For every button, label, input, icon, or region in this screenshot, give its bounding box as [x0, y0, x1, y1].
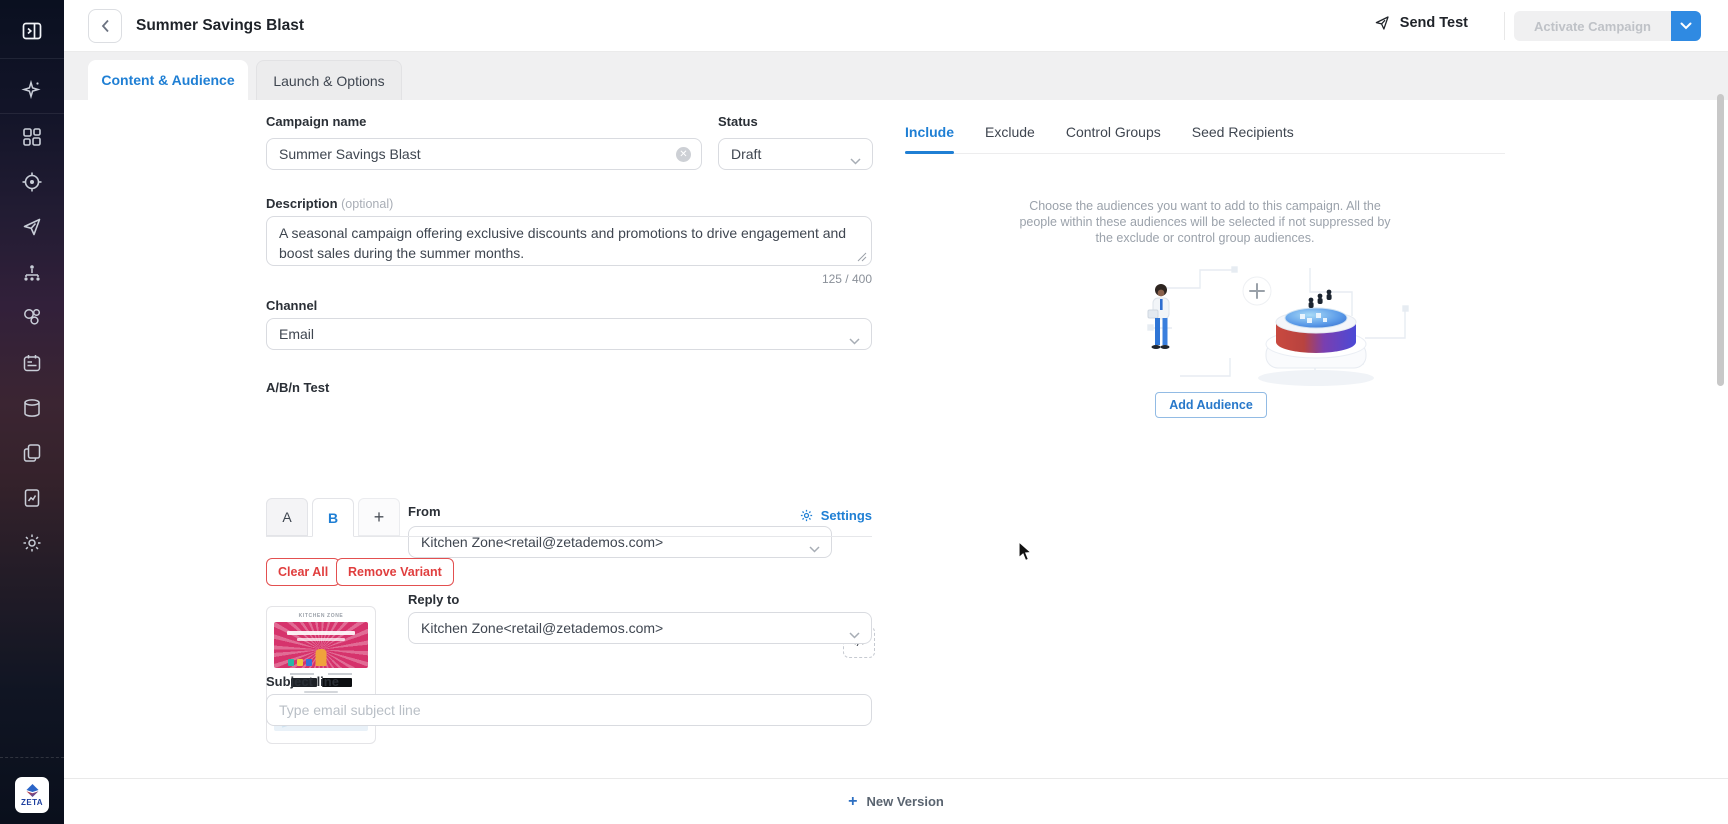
- tab-exclude[interactable]: Exclude: [985, 124, 1035, 140]
- clear-name-icon[interactable]: ✕: [676, 147, 691, 162]
- zeta-logo-text: ZETA: [21, 797, 43, 807]
- target-icon[interactable]: [20, 170, 44, 194]
- thumbnail-brand-text: KITCHEN ZONE: [298, 613, 344, 619]
- add-audience-button[interactable]: Add Audience: [1155, 392, 1267, 418]
- campaign-name-label: Campaign name: [266, 114, 367, 129]
- person-figure: [1147, 284, 1170, 349]
- report-icon[interactable]: [20, 486, 44, 510]
- back-button[interactable]: [88, 9, 122, 43]
- from-label: From: [408, 504, 441, 519]
- add-variant-tab[interactable]: +: [358, 498, 400, 536]
- chevron-down-icon: [850, 152, 861, 168]
- tab-launch-options[interactable]: Launch & Options: [256, 60, 402, 100]
- header-divider: [1504, 12, 1505, 40]
- description-label: Description (optional): [266, 196, 394, 211]
- from-select[interactable]: Kitchen Zone<retail@zetademos.com>: [408, 526, 832, 558]
- main-content: Campaign name ✕ Status Draft Description…: [64, 100, 1728, 778]
- clear-all-button[interactable]: Clear All: [266, 558, 341, 586]
- campaign-name-field-wrap: ✕: [266, 138, 702, 170]
- subject-line-label: Subject line: [266, 674, 339, 689]
- chevron-down-icon: [1680, 22, 1692, 30]
- abn-test-label: A/B/n Test: [266, 380, 330, 395]
- activate-campaign-split-button: Activate Campaign: [1513, 11, 1701, 41]
- hierarchy-icon[interactable]: [20, 261, 44, 285]
- paper-plane-icon: [1375, 16, 1389, 30]
- abn-settings-button[interactable]: Settings: [782, 508, 872, 523]
- page-title: Summer Savings Blast: [136, 17, 304, 34]
- remove-variant-button[interactable]: Remove Variant: [336, 558, 454, 586]
- audience-description: Choose the audiences you want to add to …: [1019, 199, 1391, 245]
- reply-to-value: Kitchen Zone<retail@zetademos.com>: [421, 620, 664, 636]
- send-test-label: Send Test: [1399, 15, 1468, 31]
- variant-tab-a[interactable]: A: [266, 498, 308, 536]
- send-test-button[interactable]: Send Test: [1373, 14, 1468, 32]
- left-nav-sidebar: ZETA: [0, 0, 64, 824]
- new-version-bar[interactable]: + New Version: [64, 778, 1728, 824]
- reply-to-select[interactable]: Kitchen Zone<retail@zetademos.com>: [408, 612, 872, 644]
- audience-tab-bar: Include Exclude Control Groups Seed Reci…: [905, 124, 1505, 154]
- tab-content-audience[interactable]: Content & Audience: [88, 60, 248, 100]
- zeta-logo[interactable]: ZETA: [15, 777, 49, 813]
- panel-toggle-icon[interactable]: [20, 19, 44, 43]
- page-tab-bar: Content & Audience Launch & Options: [64, 52, 1728, 100]
- channel-label: Channel: [266, 298, 318, 313]
- activate-campaign-button[interactable]: Activate Campaign: [1513, 11, 1671, 41]
- variant-tab-b[interactable]: B: [312, 498, 354, 537]
- activate-campaign-dropdown-button[interactable]: [1671, 11, 1701, 41]
- calendar-icon[interactable]: [20, 351, 44, 375]
- settings-label: Settings: [820, 508, 872, 523]
- dashboard-icon[interactable]: [20, 125, 44, 149]
- status-value: Draft: [731, 146, 762, 162]
- gear-icon: [800, 509, 812, 522]
- plus-circle-icon: [1242, 276, 1272, 306]
- char-counter: 125 / 400: [821, 272, 872, 286]
- status-select[interactable]: Draft: [718, 138, 873, 170]
- top-header: Summer Savings Blast Send Test Activate …: [64, 0, 1728, 52]
- resize-handle-icon[interactable]: [857, 252, 867, 262]
- from-value: Kitchen Zone<retail@zetademos.com>: [421, 534, 664, 550]
- database-icon[interactable]: [20, 396, 44, 420]
- settings-icon[interactable]: [20, 531, 44, 555]
- mini-people-icons: [1308, 289, 1332, 308]
- sparkle-ai-icon[interactable]: [20, 78, 44, 102]
- reply-to-label: Reply to: [408, 592, 460, 607]
- tab-seed-recipients[interactable]: Seed Recipients: [1191, 124, 1294, 140]
- chevron-left-icon: [101, 19, 109, 33]
- plus-icon: +: [848, 792, 858, 810]
- chevron-down-icon: [809, 540, 820, 556]
- thumbnail-hero-image: [274, 622, 368, 668]
- copies-icon[interactable]: [20, 441, 44, 465]
- bubbles-icon[interactable]: [20, 305, 44, 329]
- vertical-scrollbar[interactable]: [1717, 94, 1724, 386]
- campaign-name-input[interactable]: [267, 139, 701, 169]
- circuit-lines: [1147, 266, 1409, 380]
- subject-field-wrap: [266, 694, 872, 726]
- zeta-diamond-icon: [25, 783, 39, 797]
- tab-control-groups[interactable]: Control Groups: [1065, 124, 1161, 140]
- chevron-down-icon: [849, 332, 860, 348]
- new-version-label: New Version: [866, 794, 944, 809]
- subject-input[interactable]: [267, 695, 871, 725]
- status-label: Status: [718, 114, 758, 129]
- audience-stack-graphic: [1258, 289, 1374, 386]
- chevron-down-icon: [849, 626, 860, 642]
- description-textarea[interactable]: A seasonal campaign offering exclusive d…: [266, 216, 872, 266]
- tab-include[interactable]: Include: [905, 124, 955, 154]
- audience-illustration: [1147, 266, 1409, 386]
- channel-select[interactable]: Email: [266, 318, 872, 350]
- optional-hint: (optional): [341, 197, 394, 211]
- channel-value: Email: [279, 326, 315, 342]
- send-icon[interactable]: [20, 215, 44, 239]
- variant-tabs-underline: [266, 536, 872, 537]
